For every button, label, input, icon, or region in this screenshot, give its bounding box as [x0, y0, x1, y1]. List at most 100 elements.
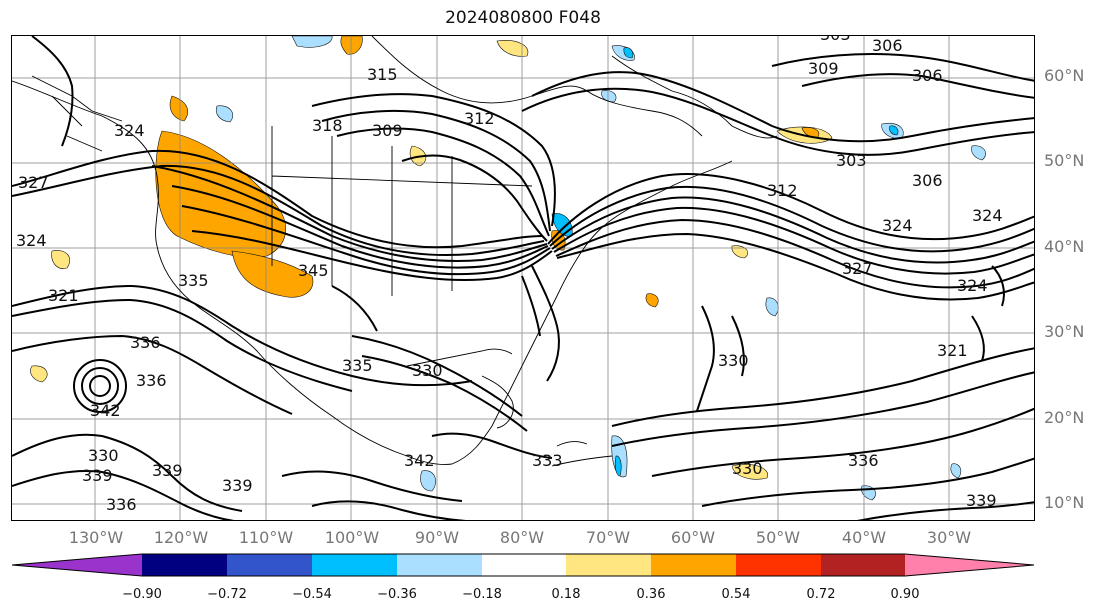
- colorbar-tick: 0.18: [551, 587, 581, 602]
- contour-label: 321: [48, 286, 79, 305]
- colorbar-tick: −0.36: [377, 587, 417, 602]
- contour-label: 315: [367, 65, 398, 84]
- colorbar-segment: [142, 554, 227, 576]
- map-title: 2024080800 F048: [445, 8, 601, 28]
- contour-label: 336: [130, 333, 161, 352]
- contour-label: 339: [222, 476, 253, 495]
- contour-label: 303: [820, 36, 851, 44]
- colorbar-outline: [11, 553, 1035, 577]
- map-canvas: 315 318 309 312 324 327 324 321 335 345 …: [12, 36, 1034, 520]
- map-frame: 315 318 309 312 324 327 324 321 335 345 …: [11, 35, 1035, 521]
- negative-shading: [950, 463, 962, 479]
- lon-label: 70°W: [585, 528, 631, 547]
- colorbar-tick: −0.72: [207, 587, 247, 602]
- contour-label: 327: [18, 173, 49, 192]
- graticule: [12, 36, 1034, 520]
- colorbar-tick: 0.90: [890, 587, 920, 602]
- positive-shading: [496, 40, 529, 57]
- colorbar-tick: 0.72: [806, 587, 836, 602]
- negative-shading: [614, 455, 622, 477]
- colorbar-tick: −0.54: [292, 587, 332, 602]
- contour-label: 312: [767, 181, 798, 200]
- positive-shading: [51, 250, 71, 269]
- shaded-field: [30, 36, 986, 501]
- lon-label: 130°W: [68, 528, 124, 547]
- positive-shading: [340, 36, 363, 55]
- contour-label: 330: [718, 351, 749, 370]
- lon-label: 90°W: [414, 528, 460, 547]
- lon-label: 60°W: [670, 528, 716, 547]
- contour-label: 324: [114, 121, 145, 140]
- lon-label: 100°W: [324, 528, 380, 547]
- positive-shading: [731, 245, 748, 259]
- negative-shading: [291, 36, 333, 48]
- lon-label: 110°W: [238, 528, 294, 547]
- positive-shading: [169, 95, 188, 122]
- contour-label: 335: [178, 271, 209, 290]
- colorbar-segment: [312, 554, 397, 576]
- contour-label: 306: [912, 66, 943, 85]
- contour-label: 309: [808, 59, 839, 78]
- colorbar-tick: −0.90: [122, 587, 162, 602]
- contour-label: 324: [16, 231, 47, 250]
- contour-label: 330: [412, 361, 443, 380]
- negative-shading: [971, 145, 986, 161]
- contour-label: 330: [88, 446, 119, 465]
- lat-label: 50°N: [1044, 151, 1085, 170]
- lat-label: 30°N: [1044, 322, 1085, 341]
- lon-label: 50°W: [755, 528, 801, 547]
- contour-label: 336: [136, 371, 167, 390]
- contour-label: 312: [464, 109, 495, 128]
- contour-label-group: 315 318 309 312 324 327 324 321 335 345 …: [16, 36, 1003, 514]
- contour-label: 324: [957, 276, 988, 295]
- contour-label: 335: [342, 356, 373, 375]
- colorbar-tick: 0.36: [636, 587, 666, 602]
- colorbar-tick: 0.54: [721, 587, 751, 602]
- colorbar-segment: [651, 554, 736, 576]
- contour-label: 339: [152, 461, 183, 480]
- contour-label: 318: [312, 116, 343, 135]
- colorbar: [11, 553, 1035, 577]
- negative-shading: [215, 105, 234, 123]
- contour-label: 336: [106, 495, 137, 514]
- positive-shading: [231, 250, 314, 298]
- contour-label: 306: [912, 171, 943, 190]
- colorbar-segments: [11, 553, 1035, 577]
- lat-label: 10°N: [1044, 493, 1085, 512]
- lat-label: 20°N: [1044, 408, 1085, 427]
- contour-label: 342: [90, 401, 121, 420]
- lon-label: 40°W: [841, 528, 887, 547]
- colorbar-segment: [566, 554, 651, 576]
- contour-label: 309: [372, 121, 403, 140]
- contour-lines: [12, 36, 1034, 520]
- colorbar-segment: [227, 554, 312, 576]
- positive-shading: [731, 464, 769, 480]
- contour-label: 324: [972, 206, 1003, 225]
- lon-label: 80°W: [499, 528, 545, 547]
- lat-label: 40°N: [1044, 237, 1085, 256]
- contour-label: 336: [848, 451, 879, 470]
- contour-label: 324: [882, 216, 913, 235]
- colorbar-segment: [905, 554, 1034, 576]
- negative-shading: [420, 470, 436, 492]
- contour-label: 342: [404, 451, 435, 470]
- contour-label: 303: [836, 151, 867, 170]
- negative-shading: [889, 125, 899, 136]
- colorbar-segment: [482, 554, 566, 576]
- contour-label: 306: [872, 36, 903, 55]
- positive-shading: [30, 365, 48, 383]
- contour-label: 321: [937, 341, 968, 360]
- contour-label: 339: [82, 466, 113, 485]
- positive-shading: [645, 293, 659, 308]
- negative-shading: [601, 90, 617, 103]
- contour-label: 339: [966, 491, 997, 510]
- contour-label: 330: [732, 459, 763, 478]
- colorbar-segment: [397, 554, 482, 576]
- lat-label: 60°N: [1044, 66, 1085, 85]
- lon-label: 120°W: [153, 528, 209, 547]
- colorbar-tick: −0.18: [462, 587, 502, 602]
- contour-label: 327: [842, 259, 873, 278]
- colorbar-segment: [12, 554, 142, 576]
- negative-shading: [765, 297, 779, 317]
- contour-label: 345: [298, 261, 329, 280]
